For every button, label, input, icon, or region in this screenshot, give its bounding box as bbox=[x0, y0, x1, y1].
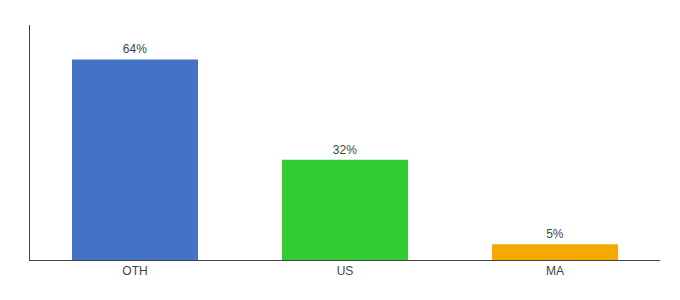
svg-text:5%: 5% bbox=[546, 227, 564, 241]
svg-text:MA: MA bbox=[546, 264, 564, 278]
svg-text:64%: 64% bbox=[123, 42, 147, 56]
svg-text:OTH: OTH bbox=[122, 264, 147, 278]
svg-text:US: US bbox=[337, 264, 354, 278]
svg-text:32%: 32% bbox=[333, 143, 357, 157]
